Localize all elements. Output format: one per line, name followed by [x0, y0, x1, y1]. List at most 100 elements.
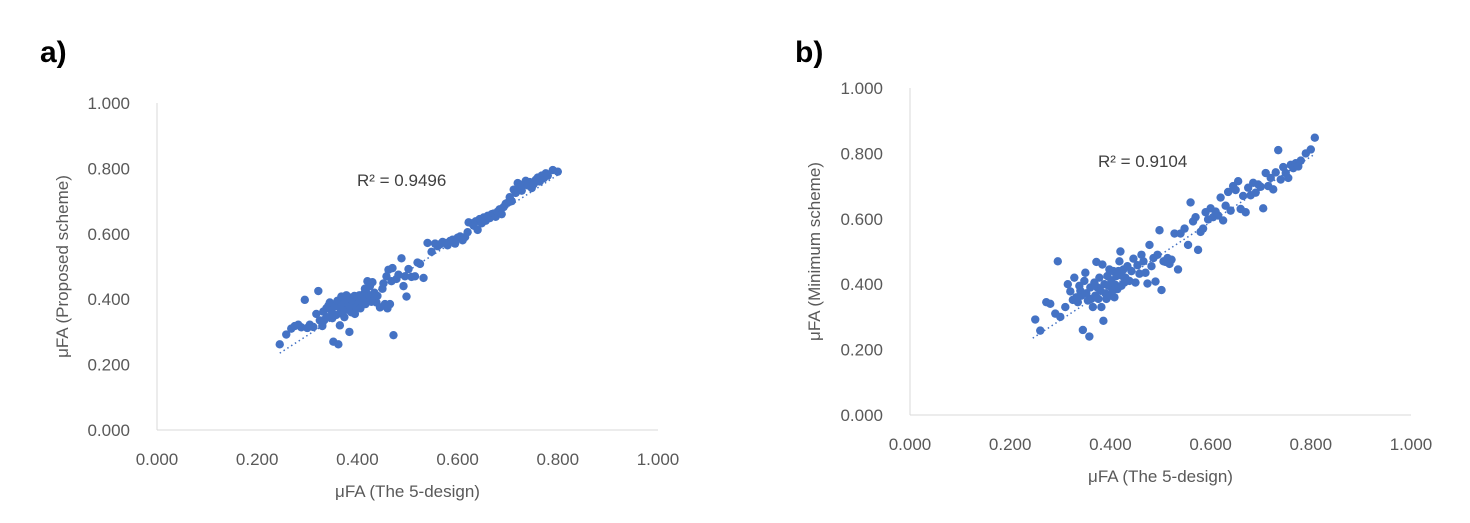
data-point [318, 321, 327, 331]
data-point [1137, 250, 1146, 259]
data-point [1115, 257, 1124, 266]
data-point [1053, 257, 1062, 266]
y-tick-label: 0.600 [87, 225, 130, 244]
trendline [1032, 154, 1314, 339]
data-point [1198, 224, 1208, 233]
data-point [1031, 315, 1040, 324]
chart-panel-b: b) 0.000 0.200 0.400 0.600 0.800 1.000 0.000 0.… [735, 0, 1470, 523]
data-point [1036, 326, 1045, 335]
y-tick-label: 0.600 [840, 210, 883, 229]
data-point [300, 295, 309, 305]
data-point [389, 330, 398, 340]
x-tick-label: 0.400 [1089, 435, 1132, 454]
y-tick-label: 0.000 [87, 421, 130, 440]
data-point [1274, 145, 1283, 155]
data-point [410, 272, 420, 281]
data-point [1070, 273, 1079, 282]
data-point [402, 292, 411, 301]
x-axis-title: μFA (The 5-design) [335, 482, 480, 501]
y-tick-label: 0.800 [840, 144, 883, 163]
data-point [1269, 185, 1278, 194]
data-point [1259, 204, 1268, 213]
data-point [463, 227, 472, 237]
data-point [385, 299, 395, 309]
data-point [1153, 250, 1162, 259]
data-point [1099, 316, 1108, 326]
data-point [1231, 185, 1240, 195]
data-point [1226, 206, 1235, 215]
data-point [334, 340, 343, 349]
x-tick-label: 1.000 [1390, 435, 1433, 454]
y-tick-label: 0.200 [840, 341, 883, 360]
scatter-chart-b: 0.000 0.200 0.400 0.600 0.800 1.000 0.000 0.200… [805, 79, 1433, 486]
data-point [1223, 187, 1233, 197]
x-tick-label: 0.800 [537, 450, 580, 469]
data-point [379, 279, 388, 288]
data-point [1251, 188, 1260, 197]
x-tick-label: 0.600 [1189, 435, 1232, 454]
data-point [1127, 266, 1136, 276]
data-point [1046, 299, 1055, 309]
data-point [1238, 191, 1248, 201]
data-point [282, 330, 291, 339]
data-point [1256, 182, 1265, 191]
y-tick-label: 0.400 [840, 275, 883, 294]
data-point [275, 340, 284, 349]
data-point [1133, 261, 1142, 270]
data-point [1098, 260, 1107, 269]
data-point [1116, 247, 1125, 256]
data-point [1191, 212, 1200, 222]
y-axis-title: μFA (Minimum scheme) [805, 162, 824, 341]
x-tick-label: 0.200 [989, 435, 1032, 454]
data-point [399, 281, 408, 291]
data-point [1183, 240, 1193, 250]
data-point [335, 321, 345, 330]
data-point [1241, 208, 1250, 217]
data-point [340, 312, 349, 322]
data-point [1063, 280, 1073, 289]
data-point [1186, 198, 1195, 207]
data-point [1180, 224, 1189, 233]
data-point [1157, 285, 1166, 295]
data-point [1085, 332, 1094, 341]
data-point [1170, 229, 1179, 238]
data-point [1082, 289, 1091, 298]
data-point [350, 309, 360, 319]
data-point [1095, 273, 1104, 282]
data-point [312, 309, 321, 319]
data-point [507, 196, 516, 206]
data-point [1078, 325, 1088, 335]
data-point [415, 259, 425, 269]
x-tick-label: 0.000 [889, 435, 932, 454]
data-point [1216, 193, 1225, 202]
data-point [1097, 302, 1106, 312]
data-point [1145, 240, 1154, 250]
data-point [1266, 173, 1275, 183]
data-point [1110, 293, 1119, 302]
data-point [1141, 268, 1150, 277]
data-point [423, 238, 432, 248]
data-point [1080, 276, 1089, 286]
y-tick-label: 0.000 [840, 406, 883, 425]
data-point [1066, 287, 1075, 296]
y-tick-label: 0.200 [87, 356, 130, 375]
data-point [1296, 156, 1305, 165]
data-point [1131, 278, 1140, 287]
data-point [345, 327, 354, 337]
data-point [404, 264, 413, 274]
panel-label-a: a) [40, 36, 67, 69]
x-tick-label: 0.200 [236, 450, 279, 469]
r-squared-label: R² = 0.9104 [1098, 152, 1187, 171]
data-point [1218, 216, 1228, 225]
data-point [373, 291, 382, 301]
data-point [1271, 168, 1280, 177]
data-point [1155, 226, 1164, 235]
data-point [1151, 277, 1160, 286]
x-tick-label: 0.000 [136, 450, 179, 469]
data-point [553, 167, 562, 176]
x-tick-label: 0.600 [436, 450, 479, 469]
data-point [517, 186, 526, 195]
data-point [1306, 145, 1315, 154]
data-point [1310, 133, 1320, 142]
chart-panel-a: a) 0.000 0.200 0.400 0.600 0.800 1.000 0.000 0.… [40, 36, 679, 501]
